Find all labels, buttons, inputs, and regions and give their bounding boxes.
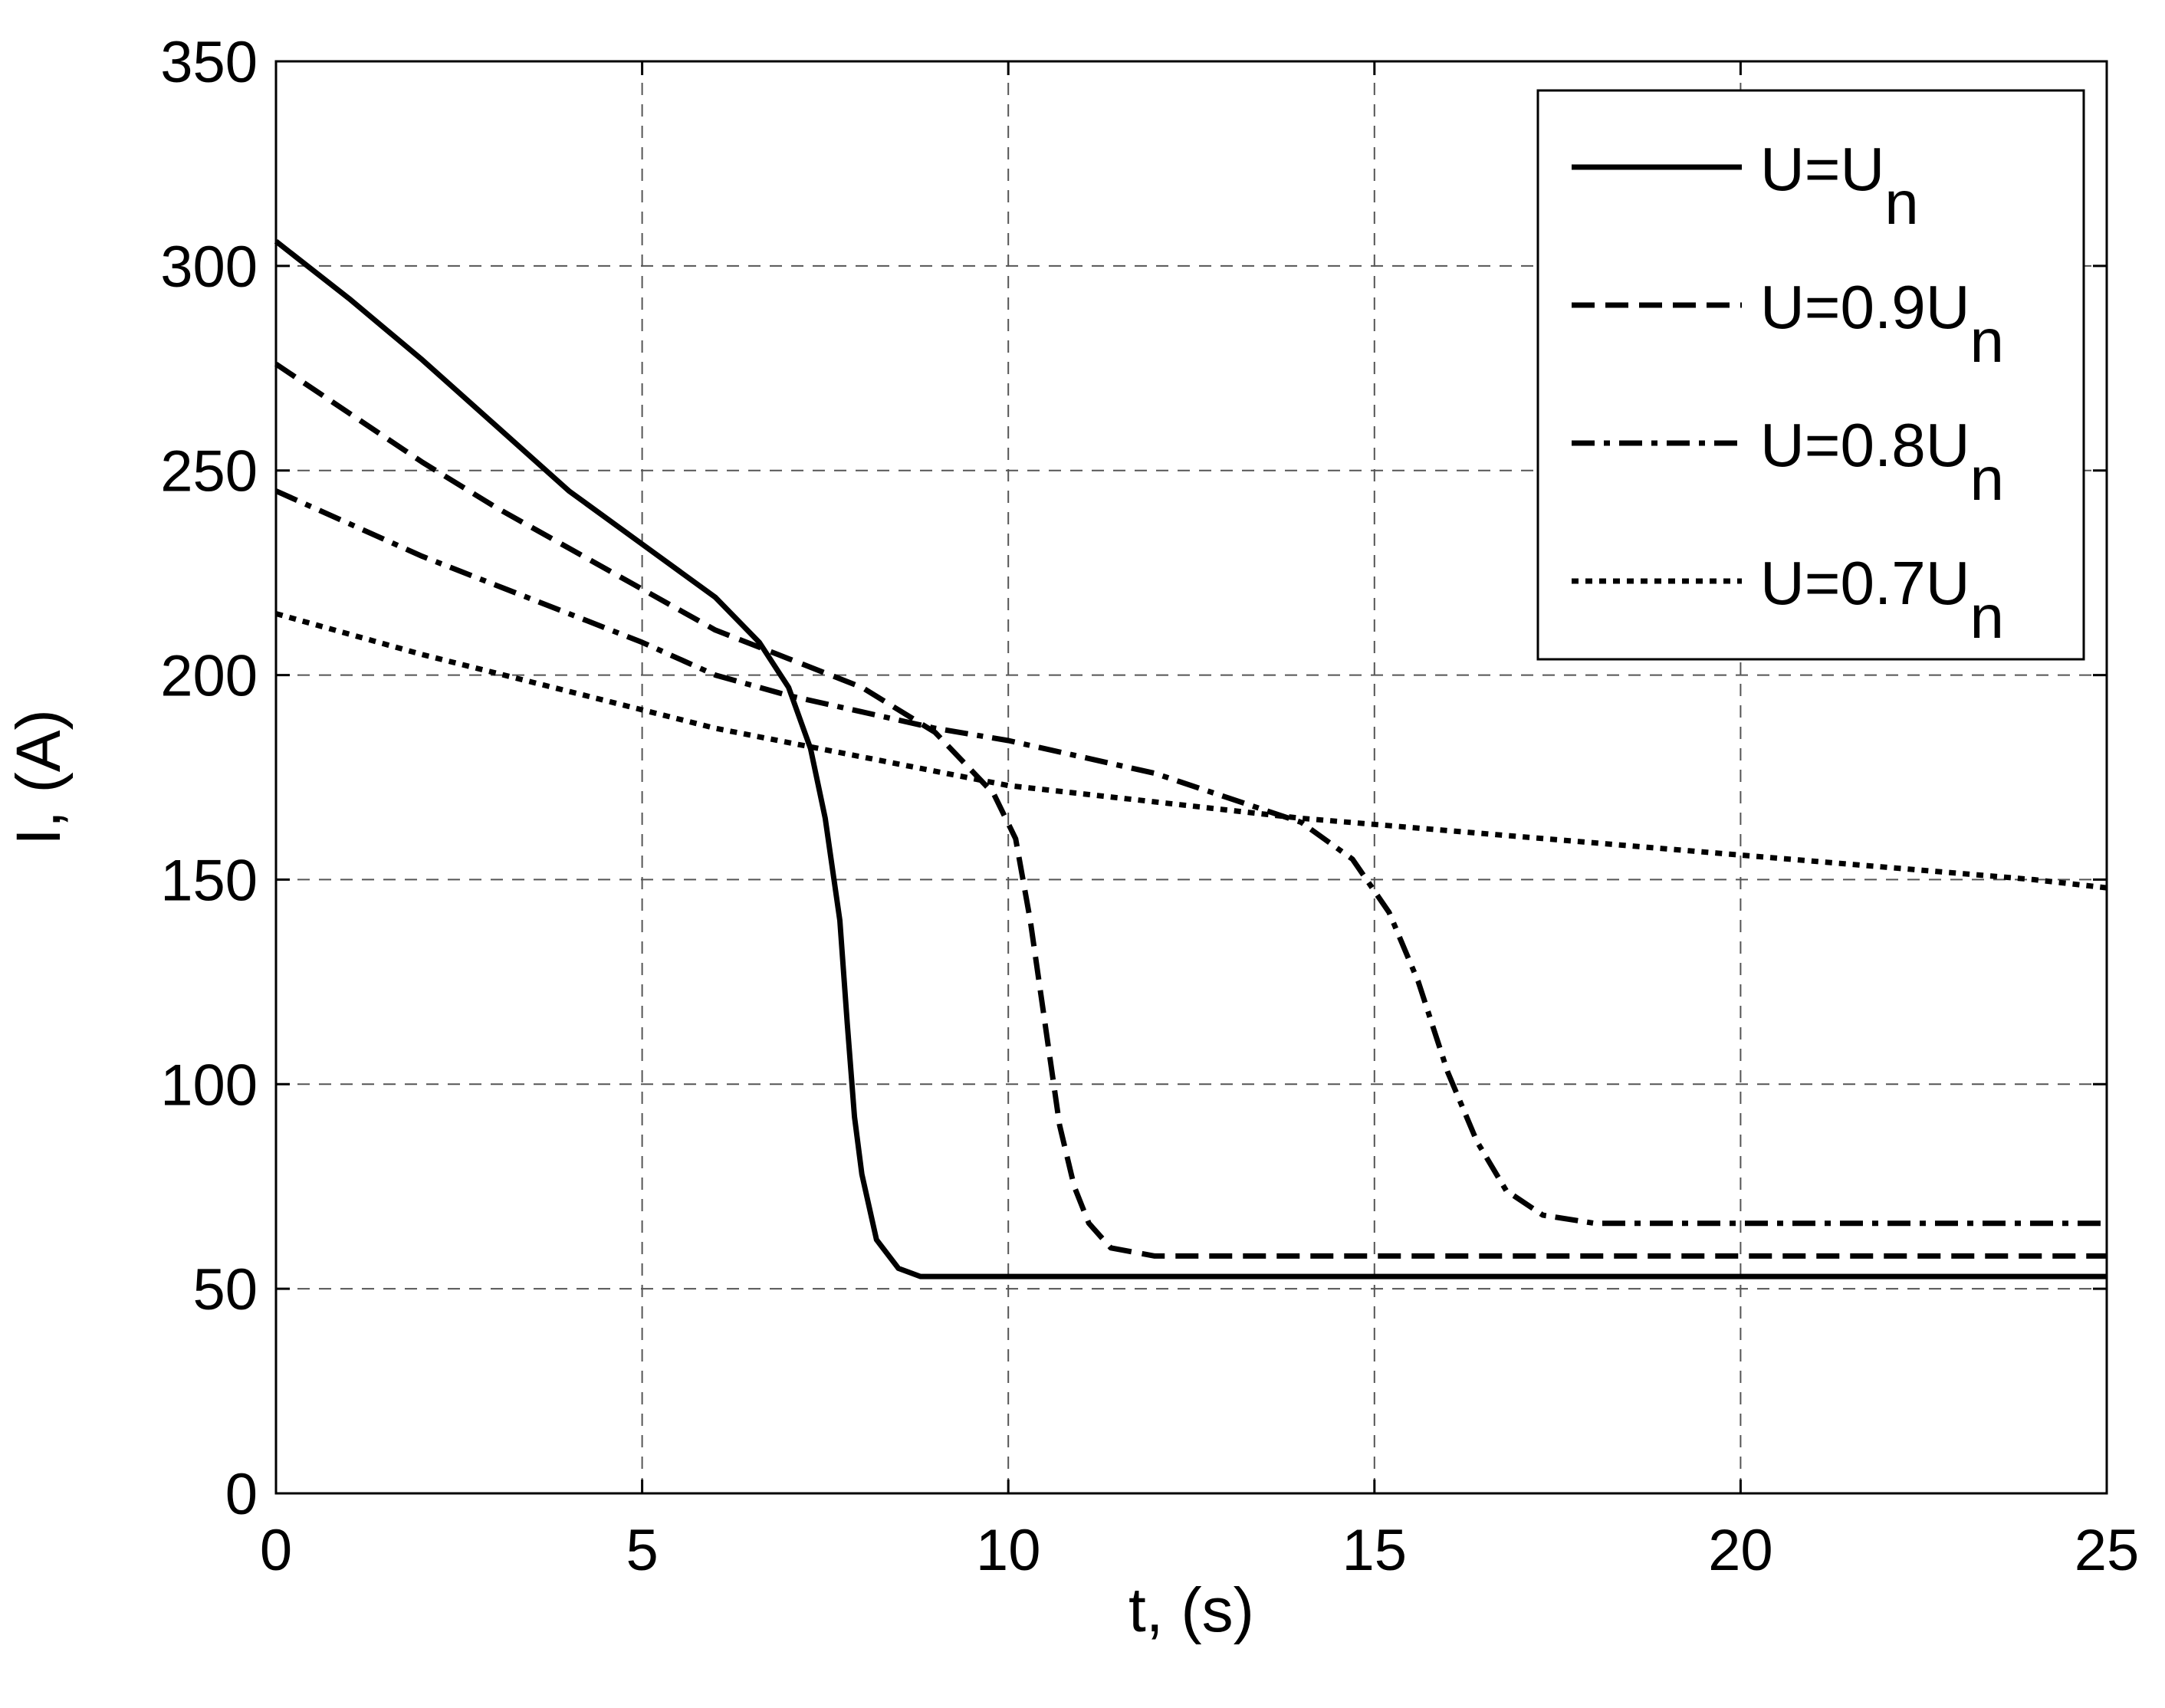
series-line-1 <box>274 239 2107 1279</box>
legend-entry-label: U=0.8Un <box>1760 411 2004 513</box>
x-tick-label: 20 <box>1708 1518 1773 1583</box>
series-line-3 <box>274 488 2107 1227</box>
series-layer <box>274 239 2108 1279</box>
legend: U=Un U=0.9Un U=0.8Un U=0.7Un <box>1536 89 2085 661</box>
legend-entry-label: U=Un <box>1760 135 1919 237</box>
x-axis-label: t, (s) <box>1128 1575 1254 1645</box>
y-axis-label: I, (A) <box>4 709 74 846</box>
x-tick-label: 10 <box>976 1518 1041 1583</box>
y-tick-label: 0 <box>225 1462 258 1527</box>
y-tick-label: 300 <box>160 235 258 300</box>
legend-entry-label: U=0.9Un <box>1760 273 2004 375</box>
legend-box <box>1536 89 2085 661</box>
x-tick-label: 15 <box>1342 1518 1408 1583</box>
y-tick-label: 350 <box>160 30 258 95</box>
y-tick-label: 100 <box>160 1053 258 1118</box>
plot-frame <box>274 60 2108 1495</box>
y-tick-label: 150 <box>160 848 258 913</box>
series-line-2 <box>274 361 2107 1259</box>
x-tick-label: 0 <box>260 1518 292 1583</box>
y-tick-label: 250 <box>160 439 258 504</box>
legend-entry-label: U=0.7Un <box>1760 549 2004 651</box>
y-tick-label: 200 <box>160 644 258 709</box>
x-tick-label: 5 <box>626 1518 658 1583</box>
x-tick-label: 25 <box>2075 1518 2140 1583</box>
y-tick-label: 50 <box>192 1257 258 1322</box>
